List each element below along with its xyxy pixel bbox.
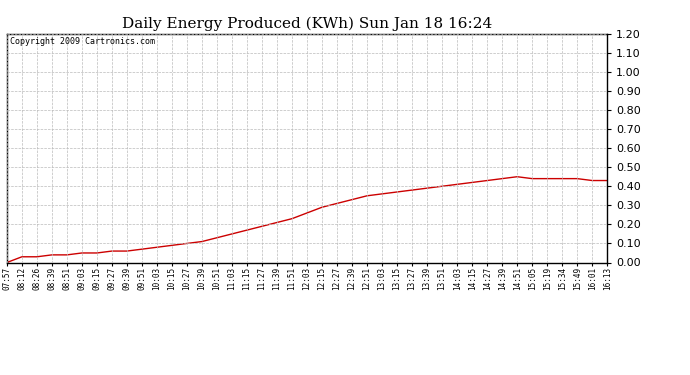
Text: Copyright 2009 Cartronics.com: Copyright 2009 Cartronics.com (10, 37, 155, 46)
Title: Daily Energy Produced (KWh) Sun Jan 18 16:24: Daily Energy Produced (KWh) Sun Jan 18 1… (122, 17, 492, 31)
